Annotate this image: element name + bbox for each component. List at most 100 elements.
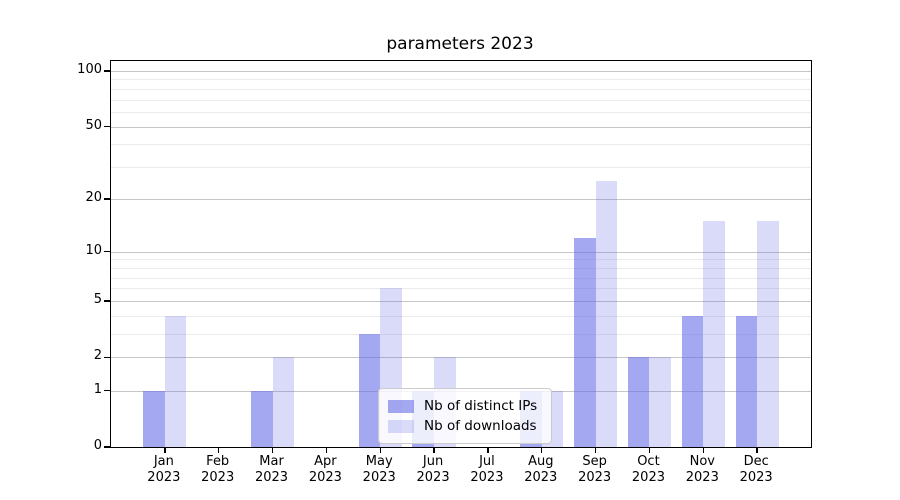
legend-swatch-distinct-ips — [388, 399, 414, 413]
y-tick-label: 20 — [85, 189, 102, 205]
x-tick-mark — [648, 448, 651, 453]
x-tick-year: 2023 — [362, 470, 396, 486]
x-tick-mark — [379, 448, 381, 453]
minor-gridline — [111, 288, 811, 290]
minor-gridline — [111, 259, 811, 261]
x-tick-label: Jun 2023 — [403, 454, 463, 487]
x-tick-month: Nov — [689, 454, 715, 469]
x-tick-month: Jun — [422, 454, 444, 469]
bar-distinct-ips — [250, 390, 273, 447]
x-tick-mark — [702, 448, 704, 453]
x-tick-month: Jan — [153, 454, 174, 469]
x-tick-month: Feb — [206, 454, 230, 469]
x-tick-year: 2023 — [524, 470, 558, 486]
bar-distinct-ips — [143, 390, 165, 447]
x-tick-month: Mar — [259, 454, 284, 469]
legend-label-downloads: Nb of downloads — [424, 418, 537, 434]
x-tick-label: Apr 2023 — [295, 454, 355, 487]
x-tick-month: Aug — [528, 454, 554, 469]
x-tick-label: Jul 2023 — [457, 454, 517, 487]
minor-gridline — [111, 277, 811, 279]
legend-entry-downloads: Nb of downloads — [379, 418, 551, 434]
legend: Nb of distinct IPs Nb of downloads — [378, 388, 552, 444]
major-gridline — [111, 357, 811, 359]
bar-downloads — [703, 221, 725, 447]
x-tick-label: Feb 2023 — [188, 454, 248, 487]
bar-downloads — [649, 357, 672, 447]
bar-distinct-ips — [574, 237, 596, 447]
y-tick-mark — [104, 300, 110, 302]
x-tick-year: 2023 — [201, 470, 235, 486]
major-gridline — [111, 198, 811, 200]
minor-gridline — [111, 267, 811, 269]
bar-downloads — [272, 357, 295, 447]
y-tick-mark — [104, 356, 110, 359]
x-tick-mark — [756, 448, 758, 453]
x-tick-label: May 2023 — [349, 454, 409, 487]
y-tick-label: 5 — [93, 291, 102, 307]
x-tick-label: Mar 2023 — [242, 454, 302, 487]
minor-gridline — [111, 315, 811, 317]
x-tick-label: Jan 2023 — [134, 454, 194, 487]
x-tick-mark — [217, 448, 220, 453]
y-tick-mark — [104, 125, 110, 128]
x-tick-mark — [487, 448, 489, 453]
x-tick-year: 2023 — [578, 470, 612, 486]
minor-gridline — [111, 88, 811, 90]
minor-gridline — [111, 79, 811, 81]
y-tick-label: 10 — [85, 242, 102, 258]
x-tick-mark — [594, 448, 597, 453]
bar-downloads — [164, 315, 187, 447]
y-tick-label: 100 — [77, 61, 102, 77]
minor-gridline — [111, 144, 811, 146]
x-tick-year: 2023 — [416, 470, 450, 486]
bar-distinct-ips — [627, 357, 650, 447]
minor-gridline — [111, 167, 811, 169]
bar-distinct-ips — [358, 334, 381, 447]
bar-distinct-ips — [681, 315, 704, 447]
y-tick-mark — [104, 250, 110, 253]
x-tick-mark — [325, 448, 328, 453]
x-tick-mark — [164, 448, 166, 453]
x-tick-label: Aug 2023 — [511, 454, 571, 487]
x-tick-month: May — [365, 454, 393, 469]
y-tick-label: 50 — [85, 117, 102, 133]
legend-swatch-downloads — [388, 419, 414, 433]
x-tick-mark — [541, 448, 543, 453]
legend-label-distinct-ips: Nb of distinct IPs — [424, 398, 538, 414]
legend-entry-distinct-ips: Nb of distinct IPs — [379, 398, 551, 414]
x-tick-mark — [433, 448, 435, 453]
x-tick-year: 2023 — [739, 470, 773, 486]
major-gridline — [111, 70, 811, 72]
x-tick-year: 2023 — [470, 470, 504, 486]
minor-gridline — [111, 111, 811, 113]
y-tick-label: 1 — [93, 381, 102, 397]
x-tick-mark — [271, 448, 274, 453]
x-tick-year: 2023 — [308, 470, 342, 486]
chart-title: parameters 2023 — [386, 34, 534, 54]
x-tick-month: Jul — [479, 454, 495, 469]
y-tick-mark — [104, 446, 110, 448]
minor-gridline — [111, 334, 811, 336]
x-tick-year: 2023 — [147, 470, 181, 486]
x-tick-year: 2023 — [685, 470, 719, 486]
bar-distinct-ips — [735, 315, 758, 447]
x-tick-month: Oct — [637, 454, 660, 469]
x-tick-label: Sep 2023 — [565, 454, 625, 487]
y-tick-mark — [104, 70, 110, 72]
major-gridline — [111, 300, 811, 302]
x-tick-month: Apr — [314, 454, 337, 469]
major-gridline — [111, 251, 811, 253]
y-tick-label: 0 — [93, 438, 102, 453]
bar-downloads — [595, 181, 618, 447]
x-tick-year: 2023 — [254, 470, 289, 486]
major-gridline — [111, 126, 811, 128]
x-tick-label: Dec 2023 — [726, 454, 786, 487]
plot-area: Nb of distinct IPs Nb of downloads — [104, 60, 812, 453]
y-tick-mark — [104, 198, 110, 200]
y-tick-mark — [104, 389, 110, 392]
x-tick-month: Sep — [582, 454, 607, 469]
x-tick-year: 2023 — [631, 470, 665, 486]
x-tick-month: Dec — [743, 454, 769, 469]
minor-gridline — [111, 99, 811, 101]
